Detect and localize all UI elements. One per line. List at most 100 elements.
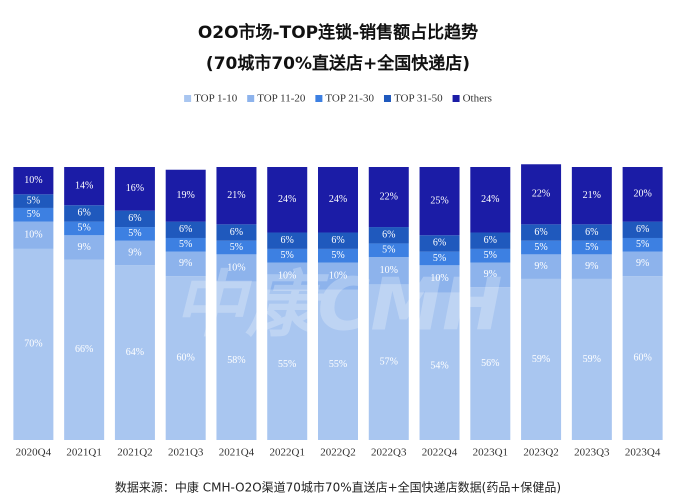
bar-segment — [571, 278, 612, 440]
bar-segment — [13, 194, 54, 208]
chart-title: O2O市场-TOP连锁-销售额占比趋势 — [198, 22, 478, 43]
value-label: 55% — [278, 359, 296, 370]
bar-segment — [64, 221, 105, 236]
bar-segment — [521, 254, 562, 279]
value-label: 10% — [24, 230, 42, 241]
value-label: 6% — [77, 208, 90, 219]
x-tick-label: 2022Q2 — [320, 447, 355, 459]
bar-segment — [64, 167, 105, 206]
chart-subtitle: (70城市70%直送店+全国快递店) — [206, 53, 470, 74]
value-label: 9% — [179, 258, 192, 269]
value-label: 5% — [331, 250, 344, 261]
bar-segment — [521, 240, 562, 255]
value-label: 10% — [380, 265, 398, 276]
legend-label: TOP 1-10 — [194, 93, 238, 105]
bar-segment — [622, 237, 663, 252]
value-label: 60% — [177, 352, 195, 363]
value-label: 56% — [481, 358, 499, 369]
x-tick-label: 2023Q1 — [473, 447, 508, 459]
legend-label: TOP 31-50 — [394, 93, 443, 105]
bar-segment — [165, 276, 206, 440]
value-label: 21% — [583, 190, 601, 201]
value-label: 19% — [177, 190, 195, 201]
bar-segment — [318, 289, 358, 440]
value-label: 6% — [433, 238, 446, 249]
value-label: 9% — [636, 258, 649, 269]
value-label: 9% — [484, 269, 497, 280]
bar-segment — [571, 254, 612, 279]
value-label: 6% — [636, 224, 649, 235]
bar-segment — [521, 164, 562, 225]
bar-segment — [368, 227, 409, 244]
value-label: 5% — [77, 223, 90, 234]
bar-segment — [267, 167, 308, 233]
value-label: 10% — [430, 273, 448, 284]
bar-segment — [13, 167, 54, 195]
value-label: 6% — [128, 213, 141, 224]
bar-segment — [571, 240, 612, 255]
bar-segment — [571, 167, 612, 225]
value-label: 70% — [24, 339, 42, 350]
value-label: 64% — [126, 347, 144, 358]
value-label: 5% — [281, 250, 294, 261]
bar-segment — [165, 237, 206, 252]
value-label: 24% — [329, 194, 347, 205]
legend-swatch — [184, 95, 192, 102]
value-label: 5% — [534, 242, 547, 253]
bar-segment — [114, 210, 155, 228]
bar-segment — [216, 254, 257, 282]
legend-label: TOP 21-30 — [325, 93, 374, 105]
value-label: 10% — [329, 270, 347, 281]
bar-segment — [114, 240, 155, 266]
bar-segment — [165, 169, 206, 222]
value-label: 55% — [329, 359, 347, 370]
value-label: 22% — [532, 189, 550, 200]
value-label: 25% — [430, 195, 448, 206]
value-label: 5% — [128, 228, 141, 239]
value-label: 57% — [380, 356, 398, 367]
bar-segment — [114, 227, 155, 241]
value-label: 20% — [633, 189, 651, 200]
bar-segment — [521, 278, 562, 440]
value-label: 5% — [179, 239, 192, 250]
value-label: 66% — [75, 344, 93, 355]
x-tick-label: 2023Q2 — [523, 447, 558, 459]
bar-segment — [216, 240, 257, 255]
bar-segment — [368, 284, 409, 440]
bar-segment — [165, 221, 206, 238]
bar-segment — [267, 248, 308, 263]
bar-segment — [267, 289, 308, 440]
value-label: 59% — [532, 354, 550, 365]
value-label: 5% — [585, 242, 598, 253]
value-label: 9% — [128, 247, 141, 258]
bar-segment — [267, 262, 308, 290]
value-label: 10% — [278, 270, 296, 281]
bar-segment — [114, 265, 155, 440]
source-note: 数据来源：中康 CMH-O2O渠道70城市70%直送店+全国快递店数据(药品+保… — [115, 480, 561, 495]
bar-segment — [419, 167, 460, 236]
value-label: 5% — [27, 209, 40, 220]
bar-segment — [622, 167, 663, 222]
value-label: 5% — [636, 239, 649, 250]
bar-segment — [571, 224, 612, 241]
x-tick-label: 2021Q1 — [66, 447, 101, 459]
bar-segment — [64, 259, 105, 440]
value-label: 5% — [433, 253, 446, 264]
value-label: 6% — [382, 230, 395, 241]
bar-segment — [216, 224, 257, 241]
bar-segment — [622, 251, 663, 277]
value-label: 6% — [331, 235, 344, 246]
bar-segment — [318, 232, 358, 249]
bar-segment — [114, 167, 155, 211]
x-tick-label: 2022Q1 — [270, 447, 305, 459]
value-label: 6% — [585, 227, 598, 238]
value-label: 54% — [430, 361, 448, 372]
x-tick-label: 2020Q4 — [16, 447, 52, 459]
value-label: 5% — [382, 245, 395, 256]
value-label: 9% — [585, 261, 598, 272]
legend-label: TOP 11-20 — [257, 93, 306, 105]
x-tick-label: 2021Q3 — [168, 447, 204, 459]
value-label: 60% — [633, 352, 651, 363]
bar-segment — [419, 251, 460, 266]
